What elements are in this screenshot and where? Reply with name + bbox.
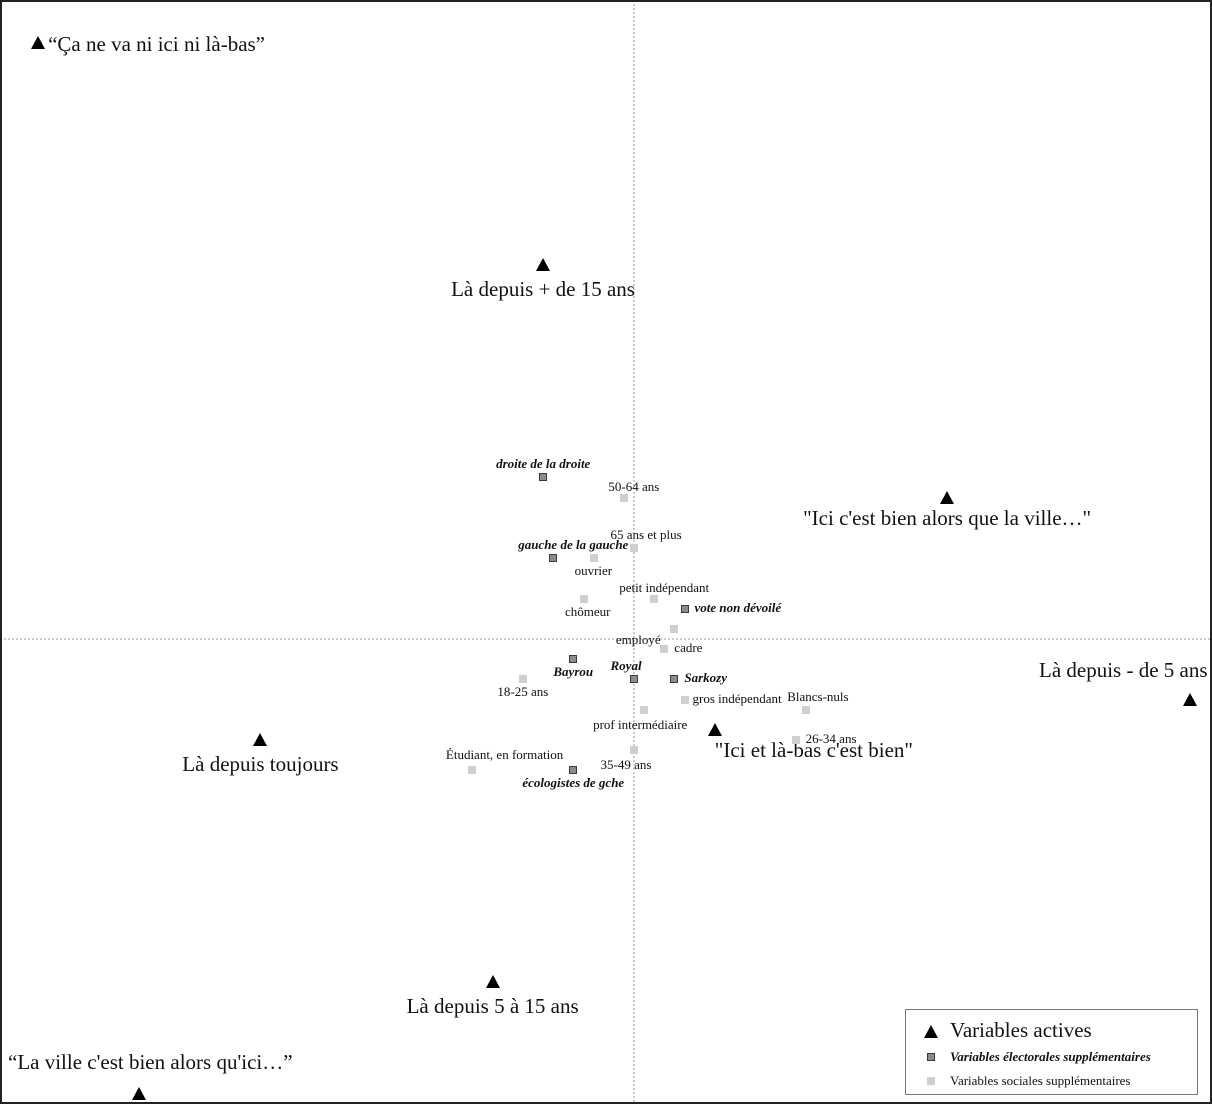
electoral-point-marker xyxy=(680,604,689,613)
social-point-label: gros indépendant xyxy=(692,690,782,706)
electoral-point-label: Royal xyxy=(610,658,642,674)
electoral-point-label: Bayrou xyxy=(553,664,594,680)
social-point-label: 18-25 ans xyxy=(497,684,549,700)
social-point-label: 35-49 ans xyxy=(600,757,652,773)
legend-active-label: Variables actives xyxy=(950,1018,1092,1042)
social-point-label: Blancs-nuls xyxy=(787,688,849,704)
active-point-label: “La ville c'est bien alors qu'ici…” xyxy=(8,1049,293,1074)
active-point-triangle xyxy=(132,1086,147,1100)
electoral-point-label: écologistes de gche xyxy=(522,775,625,791)
active-point-label: Là depuis - de 5 ans xyxy=(1039,657,1208,682)
social-point-label: prof intermédiaire xyxy=(593,716,688,732)
social-point-marker xyxy=(579,594,588,603)
legend-social-square-icon xyxy=(927,1077,935,1085)
social-point-marker xyxy=(670,624,679,633)
social-point-label: ouvrier xyxy=(574,563,613,579)
social-point-marker xyxy=(640,705,649,714)
social-point-marker xyxy=(801,705,810,714)
legend-triangle-icon xyxy=(924,1025,938,1038)
social-point-label: Étudiant, en formation xyxy=(445,747,564,763)
legend-electoral-label: Variables électorales supplémentaires xyxy=(950,1049,1151,1064)
electoral-point-label: Sarkozy xyxy=(684,670,728,686)
legend-electoral-square-icon xyxy=(927,1053,935,1061)
active-point-triangle xyxy=(536,258,551,272)
active-point-triangle xyxy=(253,733,268,746)
active-point-triangle xyxy=(485,975,500,989)
active-point-label: Là depuis toujours xyxy=(182,752,339,776)
social-point-marker xyxy=(630,544,638,553)
electoral-point-marker xyxy=(630,675,638,684)
active-point-label: Là depuis + de 15 ans xyxy=(451,277,635,302)
electoral-point-label: vote non dévoilé xyxy=(694,599,782,615)
electoral-point-marker xyxy=(549,554,558,563)
social-point-marker xyxy=(650,594,659,603)
social-point-marker xyxy=(680,695,689,704)
social-point-marker xyxy=(619,493,628,502)
social-point-label: petit indépendant xyxy=(619,579,710,595)
active-point-triangle xyxy=(707,722,722,736)
active-point-triangle xyxy=(31,36,46,50)
legend: Variables actives Variables électorales … xyxy=(905,1009,1198,1095)
electoral-point-marker xyxy=(670,675,679,684)
legend-social-label: Variables sociales supplémentaires xyxy=(950,1073,1131,1088)
active-point-label: “Ça ne va ni ici ni là-bas” xyxy=(48,32,266,57)
active-point-label: "Ici et là-bas c'est bien" xyxy=(714,737,913,762)
electoral-point-marker xyxy=(539,473,548,482)
active-point-label: "Ici c'est bien alors que la ville…" xyxy=(803,505,1092,530)
electoral-point-marker xyxy=(569,655,578,664)
social-point-marker xyxy=(660,645,669,654)
social-point-marker xyxy=(589,554,598,563)
social-point-label: employé xyxy=(615,631,661,647)
social-point-label: 50-64 ans xyxy=(608,478,660,494)
social-point-marker xyxy=(630,746,638,755)
social-point-label: 65 ans et plus xyxy=(610,527,682,543)
social-point-marker xyxy=(468,766,477,775)
active-point-label: Là depuis 5 à 15 ans xyxy=(406,994,579,1019)
electoral-point-marker xyxy=(569,766,578,775)
social-point-label: 26-34 ans xyxy=(805,731,857,746)
social-point-marker xyxy=(518,675,527,684)
electoral-point-label: droite de la droite xyxy=(496,456,591,472)
social-point-label: cadre xyxy=(674,640,703,656)
social-point-marker xyxy=(791,736,800,744)
social-point-label: chômeur xyxy=(565,603,611,619)
electoral-point-label: gauche de la gauche xyxy=(518,537,629,553)
active-point-triangle xyxy=(940,490,955,504)
active-point-triangle xyxy=(1182,692,1197,706)
